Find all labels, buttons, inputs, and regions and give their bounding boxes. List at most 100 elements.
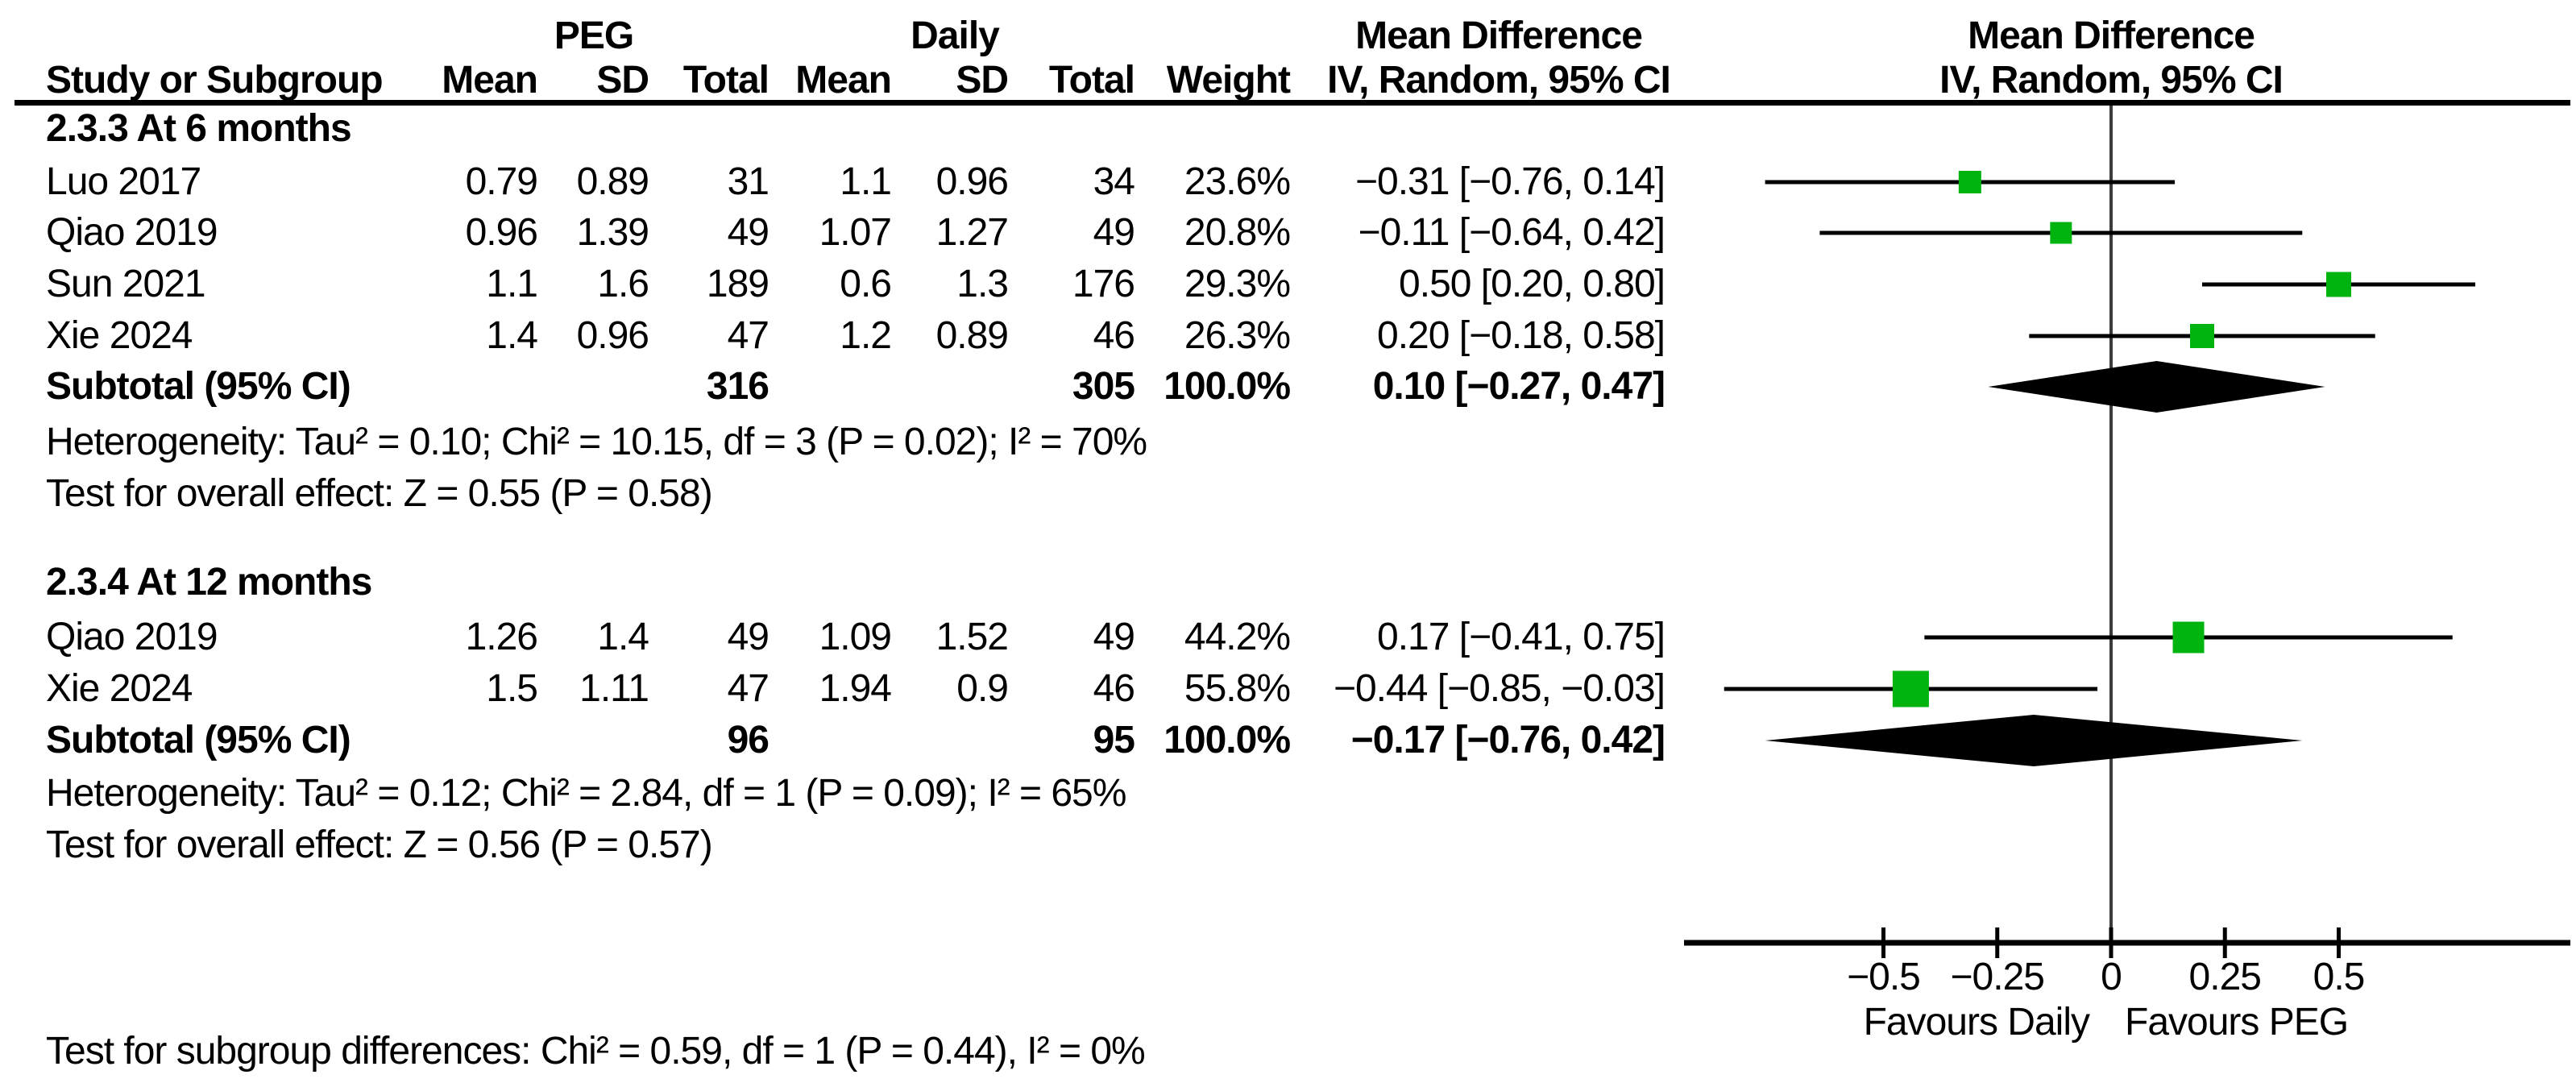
subtotal-daily-total: 305 bbox=[1072, 365, 1135, 408]
mean-marker bbox=[2172, 621, 2205, 654]
md-plot-column-title: Mean Difference bbox=[1968, 15, 2255, 57]
study-value: 0.96 bbox=[935, 160, 1009, 203]
study-value: 34 bbox=[1093, 160, 1135, 203]
study-value: 49 bbox=[1093, 616, 1135, 658]
md-text-column-title: Mean Difference bbox=[1355, 15, 1643, 57]
study-value: 0.89 bbox=[935, 314, 1009, 357]
study-value: 55.8% bbox=[1184, 667, 1291, 710]
mean-marker bbox=[2050, 222, 2072, 244]
column-header-daily-total: Total bbox=[1048, 59, 1135, 102]
subtotal-md-ci: 0.10 [−0.27, 0.47] bbox=[1372, 365, 1665, 408]
study-value: 20.8% bbox=[1184, 211, 1291, 254]
study-value: 1.09 bbox=[819, 616, 892, 658]
column-header-peg-sd: SD bbox=[596, 59, 649, 102]
study-value: 1.3 bbox=[956, 263, 1009, 305]
subgroup-title: 2.3.3 At 6 months bbox=[46, 107, 352, 150]
study-value: 49 bbox=[727, 616, 769, 658]
study-value: 23.6% bbox=[1184, 160, 1291, 203]
study-value: 44.2% bbox=[1184, 616, 1291, 658]
study-value: 0.96 bbox=[465, 211, 538, 254]
md-text-column-subtitle: IV, Random, 95% CI bbox=[1327, 59, 1671, 102]
subtotal-label: Subtotal (95% CI) bbox=[46, 365, 351, 408]
study-md-ci: 0.17 [−0.41, 0.75] bbox=[1377, 616, 1665, 658]
study-value: 1.1 bbox=[486, 263, 538, 305]
study-value: 1.52 bbox=[935, 616, 1009, 658]
mean-marker bbox=[2326, 272, 2351, 297]
study-value: 47 bbox=[727, 667, 769, 710]
study-value: 47 bbox=[727, 314, 769, 357]
subtotal-weight: 100.0% bbox=[1164, 365, 1291, 408]
column-header-study: Study or Subgroup bbox=[46, 59, 384, 102]
study-md-ci: 0.50 [0.20, 0.80] bbox=[1399, 263, 1665, 305]
axis-tick-label: 0.5 bbox=[2313, 956, 2366, 998]
column-header-daily-sd: SD bbox=[956, 59, 1009, 102]
study-value: 1.94 bbox=[819, 667, 892, 710]
study-name: Luo 2017 bbox=[46, 160, 201, 203]
subtotal-label: Subtotal (95% CI) bbox=[46, 719, 351, 761]
group-header-daily: Daily bbox=[911, 15, 1000, 57]
study-value: 1.4 bbox=[486, 314, 538, 357]
column-header-weight: Weight bbox=[1166, 59, 1291, 102]
study-value: 26.3% bbox=[1184, 314, 1291, 357]
axis-tick-label: −0.25 bbox=[1950, 956, 2045, 998]
study-value: 29.3% bbox=[1184, 263, 1291, 305]
study-value: 1.26 bbox=[465, 616, 538, 658]
study-value: 1.11 bbox=[579, 667, 649, 710]
study-value: 49 bbox=[1093, 211, 1135, 254]
mean-marker bbox=[1892, 670, 1929, 707]
study-md-ci: −0.11 [−0.64, 0.42] bbox=[1358, 211, 1665, 254]
study-name: Qiao 2019 bbox=[46, 211, 218, 254]
subtotal-diamond bbox=[1765, 715, 2303, 766]
study-value: 0.96 bbox=[576, 314, 649, 357]
study-value: 176 bbox=[1072, 263, 1135, 305]
study-value: 49 bbox=[727, 211, 769, 254]
md-plot-column-subtitle: IV, Random, 95% CI bbox=[1939, 59, 2284, 102]
subgroup-difference-test: Test for subgroup differences: Chi² = 0.… bbox=[46, 1030, 1146, 1073]
mean-marker bbox=[1958, 171, 1981, 193]
subtotal-md-ci: −0.17 [−0.76, 0.42] bbox=[1350, 719, 1665, 761]
overall-effect-text: Test for overall effect: Z = 0.55 (P = 0… bbox=[46, 472, 713, 515]
axis-tick-label: 0 bbox=[2101, 956, 2122, 998]
group-header-peg: PEG bbox=[554, 15, 634, 57]
study-value: 1.2 bbox=[840, 314, 892, 357]
study-value: 0.6 bbox=[840, 263, 892, 305]
column-header-daily-mean: Mean bbox=[795, 59, 892, 102]
study-name: Xie 2024 bbox=[46, 667, 193, 710]
study-value: 1.1 bbox=[840, 160, 892, 203]
study-value: 1.27 bbox=[935, 211, 1009, 254]
subtotal-daily-total: 95 bbox=[1093, 719, 1135, 761]
study-value: 1.39 bbox=[576, 211, 649, 254]
study-md-ci: 0.20 [−0.18, 0.58] bbox=[1377, 314, 1665, 357]
study-value: 1.4 bbox=[597, 616, 649, 658]
study-value: 1.6 bbox=[597, 263, 649, 305]
study-value: 46 bbox=[1093, 667, 1135, 710]
axis-tick-label: 0.25 bbox=[2188, 956, 2262, 998]
study-value: 1.07 bbox=[819, 211, 892, 254]
header-divider bbox=[15, 100, 2570, 106]
study-value: 46 bbox=[1093, 314, 1135, 357]
study-md-ci: −0.31 [−0.76, 0.14] bbox=[1354, 160, 1665, 203]
subgroup-title: 2.3.4 At 12 months bbox=[46, 561, 372, 604]
overall-effect-text: Test for overall effect: Z = 0.56 (P = 0… bbox=[46, 824, 713, 866]
study-value: 189 bbox=[706, 263, 769, 305]
study-name: Qiao 2019 bbox=[46, 616, 218, 658]
axis-tick-label: −0.5 bbox=[1847, 956, 1921, 998]
study-value: 0.89 bbox=[576, 160, 649, 203]
column-header-peg-total: Total bbox=[682, 59, 769, 102]
subtotal-diamond bbox=[1988, 361, 2325, 413]
study-name: Xie 2024 bbox=[46, 314, 193, 357]
study-value: 1.5 bbox=[486, 667, 538, 710]
heterogeneity-text: Heterogeneity: Tau² = 0.10; Chi² = 10.15… bbox=[46, 421, 1147, 463]
column-header-peg-mean: Mean bbox=[442, 59, 538, 102]
subtotal-weight: 100.0% bbox=[1164, 719, 1291, 761]
subtotal-peg-total: 316 bbox=[706, 365, 769, 408]
favours-right-label: Favours PEG bbox=[2125, 1001, 2349, 1044]
subtotal-peg-total: 96 bbox=[727, 719, 769, 761]
study-md-ci: −0.44 [−0.85, −0.03] bbox=[1333, 667, 1665, 710]
heterogeneity-text: Heterogeneity: Tau² = 0.12; Chi² = 2.84,… bbox=[46, 772, 1126, 815]
study-value: 0.9 bbox=[956, 667, 1009, 710]
study-value: 0.79 bbox=[465, 160, 538, 203]
study-value: 31 bbox=[727, 160, 769, 203]
